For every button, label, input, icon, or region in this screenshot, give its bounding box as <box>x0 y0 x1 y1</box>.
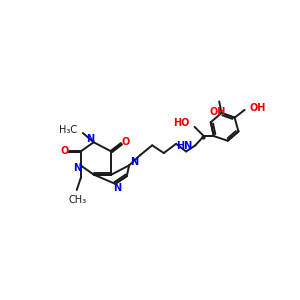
Text: O: O <box>60 146 69 157</box>
Text: N: N <box>130 157 138 167</box>
Text: OH: OH <box>209 107 226 117</box>
Text: OH: OH <box>250 103 266 113</box>
Text: O: O <box>122 137 130 147</box>
Text: HO: HO <box>174 118 190 128</box>
Text: H₃C: H₃C <box>59 125 77 135</box>
Text: N: N <box>113 183 122 193</box>
Text: N: N <box>73 164 81 173</box>
Text: HN: HN <box>176 141 192 151</box>
Text: CH₃: CH₃ <box>68 195 87 205</box>
Text: N: N <box>86 134 94 144</box>
